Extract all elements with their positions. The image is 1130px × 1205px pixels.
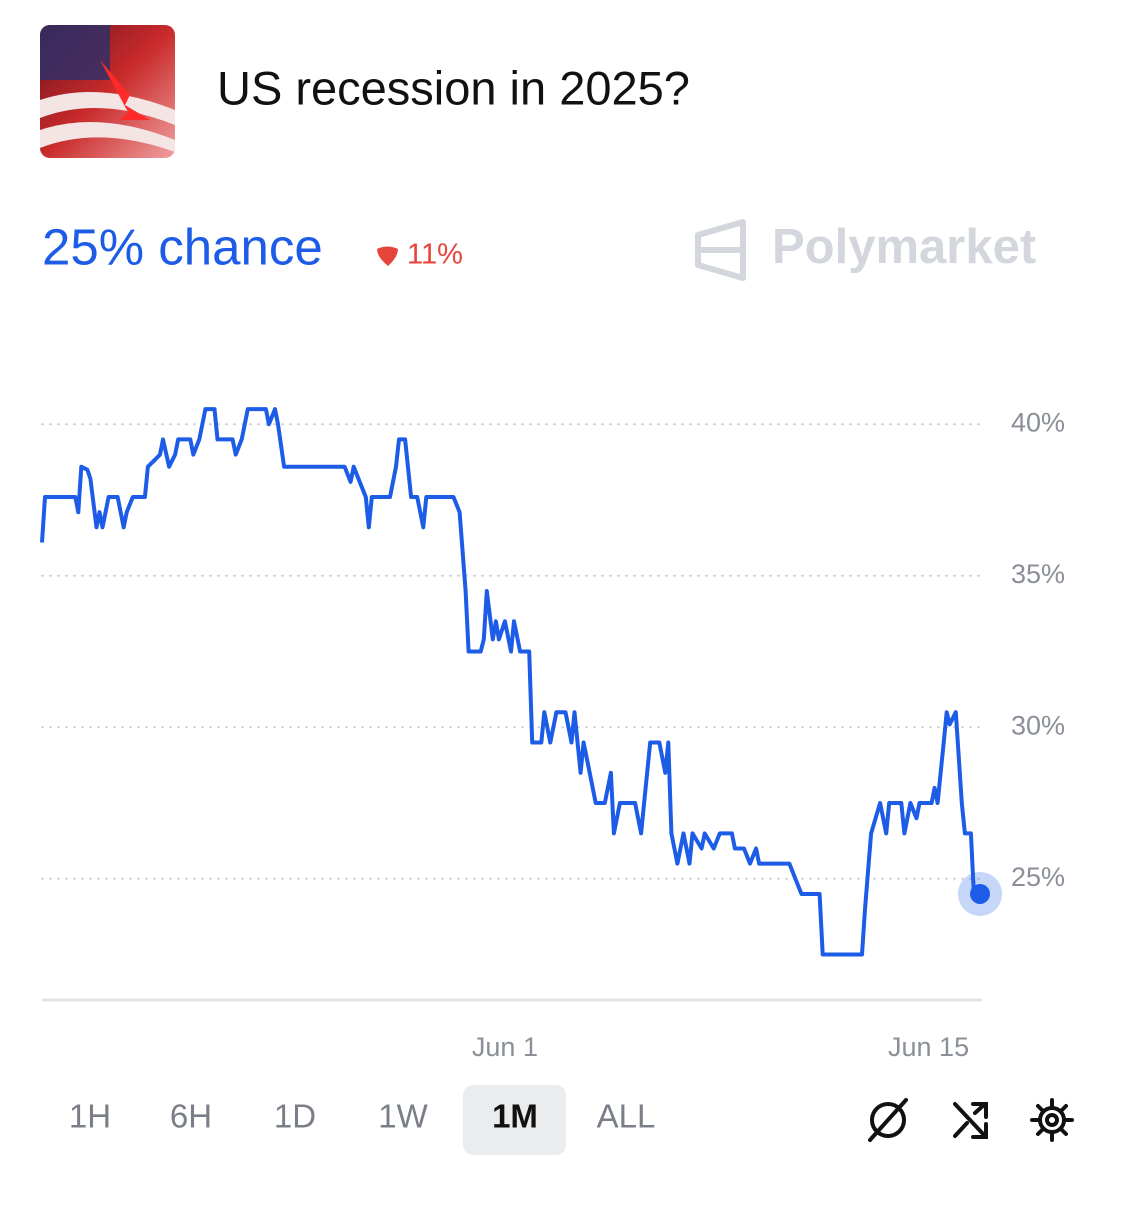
y-tick-label: 25% (1011, 862, 1065, 892)
thumbnail (40, 25, 175, 158)
down-icon (377, 246, 398, 266)
range-button[interactable]: 6H (170, 1098, 212, 1135)
y-tick-label: 35% (1011, 559, 1065, 589)
range-button[interactable]: 1D (274, 1098, 316, 1135)
hide-icon[interactable] (868, 1098, 908, 1142)
toolbar-icons (868, 1098, 1074, 1142)
range-button[interactable]: 1W (378, 1098, 428, 1135)
range-buttons: 1H 6H 1D 1W 1M ALL (69, 1098, 655, 1135)
chance: 25% chance (42, 218, 323, 275)
range-button[interactable]: 1H (69, 1098, 111, 1135)
brand: Polymarket (772, 220, 1036, 274)
y-tick-label: 30% (1011, 710, 1065, 740)
shuffle-icon[interactable] (953, 1102, 988, 1139)
x-tick-label: Jun 15 (888, 1032, 969, 1062)
brand-logo (695, 219, 746, 281)
range-button[interactable]: ALL (597, 1098, 656, 1135)
x-tick-label: Jun 1 (472, 1032, 538, 1062)
change: 11% (407, 239, 463, 271)
end-dot (970, 883, 990, 904)
range-button[interactable]: 1M (492, 1098, 538, 1135)
selected-bg (463, 1085, 566, 1155)
settings-icon[interactable] (1030, 1098, 1074, 1142)
price-line (40, 407, 980, 957)
market-title: US recession in 2025? (217, 61, 690, 114)
chart: 25% 30% 35% 40% Jun 1 Jun 15 (40, 407, 1065, 1062)
y-tick-label: 40% (1011, 407, 1065, 437)
